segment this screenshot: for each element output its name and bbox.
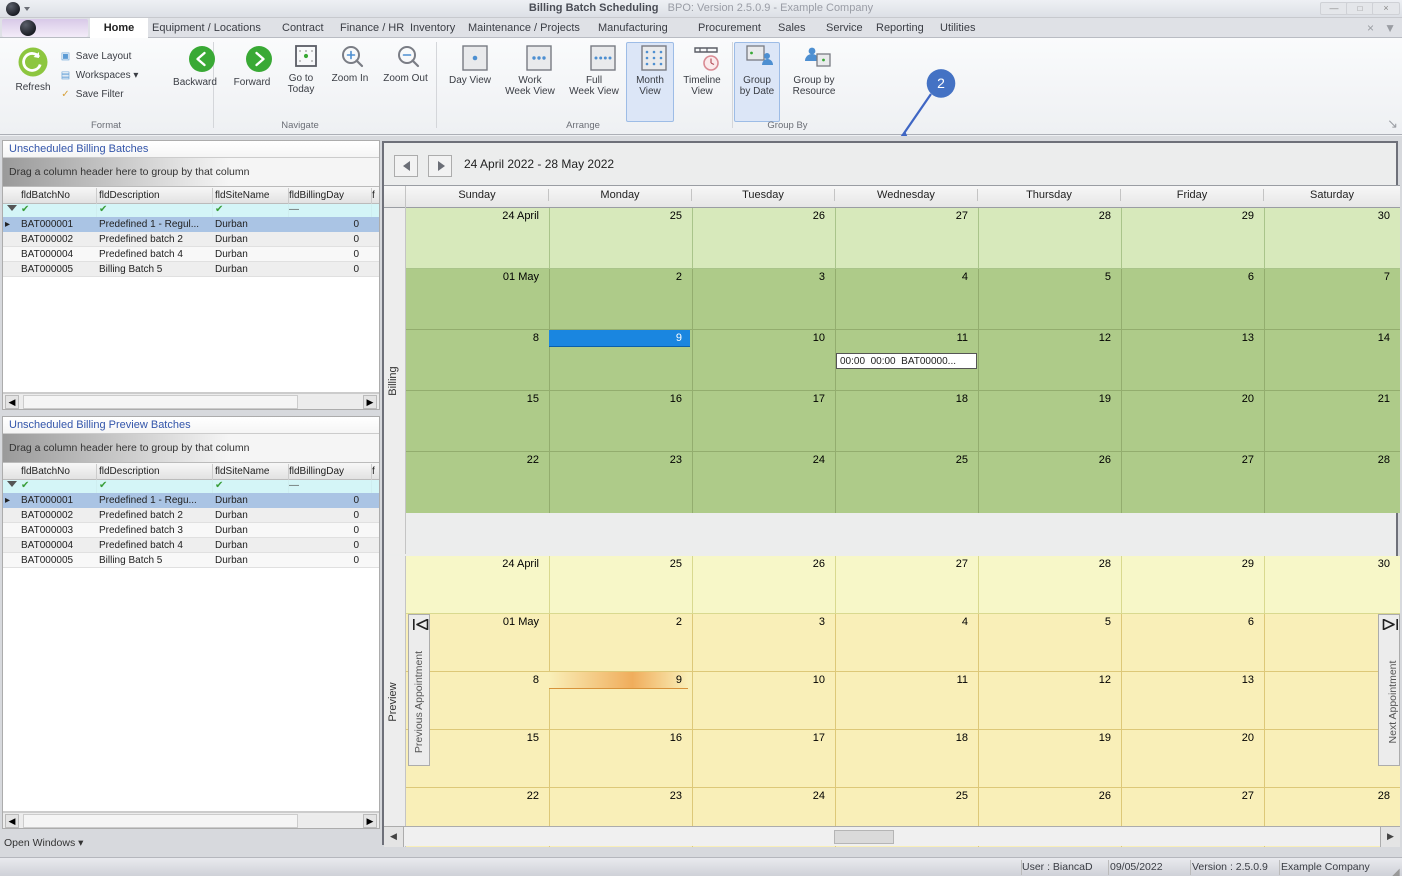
svg-text:2: 2: [937, 75, 945, 91]
